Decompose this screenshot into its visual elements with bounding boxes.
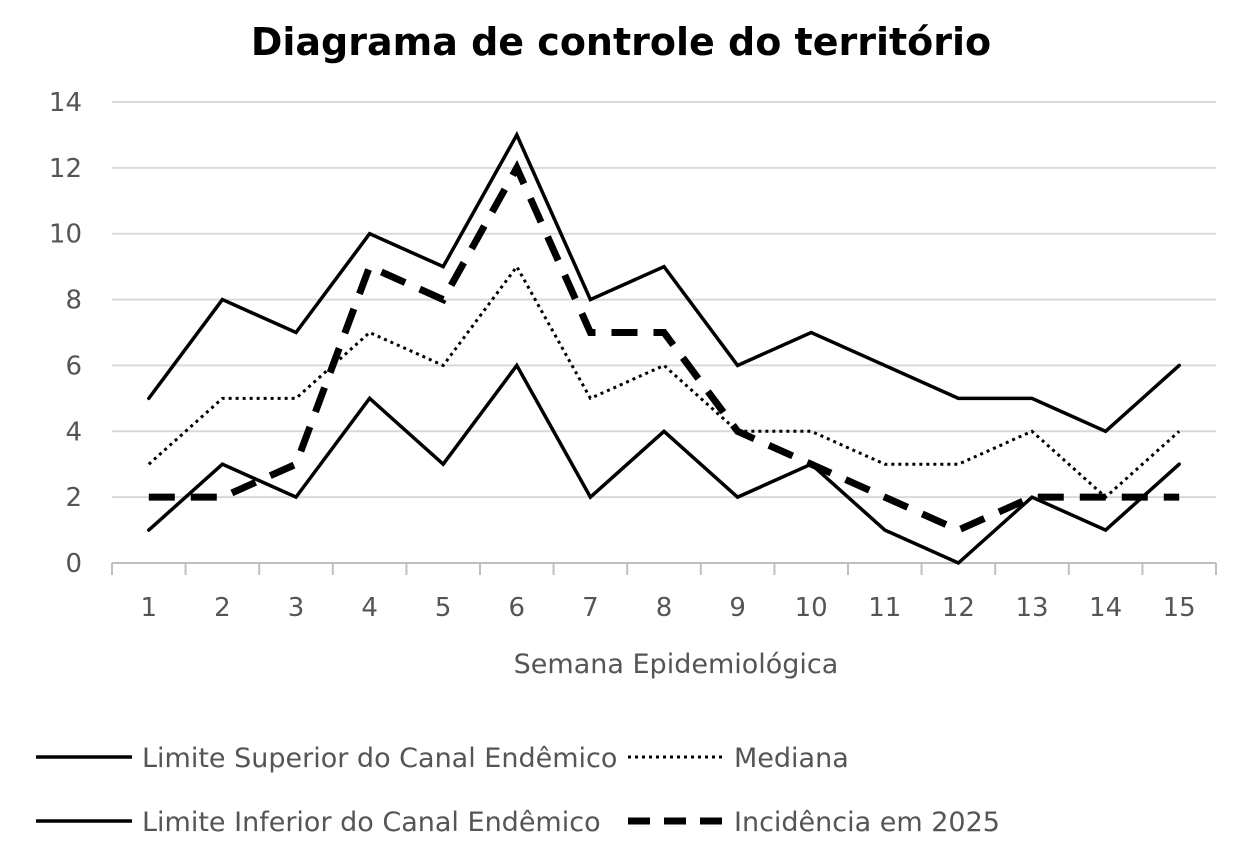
series-line-1 [147,131,1181,434]
y-tick-label: 12 [49,154,82,184]
series-lines [147,131,1181,566]
x-tick-label: 6 [509,593,526,623]
y-tick-label: 10 [49,220,82,250]
x-tick-label: 1 [141,593,158,623]
x-tick-label: 4 [361,593,378,623]
y-tick-label: 8 [65,286,82,316]
chart-title: Diagrama de controle do território [251,20,991,64]
gridlines [112,101,1216,499]
y-tick-label: 6 [65,351,82,381]
y-tick-label: 14 [49,88,82,118]
x-tick-label: 8 [656,593,673,623]
series-line-2 [147,263,1181,500]
legend: Limite Superior do Canal Endêmico Mediana… [36,743,1000,838]
legend-label: Incidência em 2025 [734,807,1000,838]
x-tick-label: 7 [582,593,599,623]
y-tick-label: 2 [65,483,82,513]
x-tick-label: 9 [729,593,746,623]
x-tick-label: 3 [288,593,305,623]
x-tick-label: 15 [1163,593,1196,623]
series-line-3 [147,362,1181,566]
legend-label: Mediana [734,743,849,774]
x-tick-label: 2 [214,593,231,623]
x-axis-title: Semana Epidemiológica [514,649,839,680]
x-tick-label: 11 [868,593,901,623]
x-tick-label: 5 [435,593,452,623]
x-tick-label: 10 [795,593,828,623]
series-line-4 [148,160,1180,534]
legend-label: Limite Inferior do Canal Endêmico [142,807,601,838]
y-tick-label: 4 [65,417,82,447]
legend-label: Limite Superior do Canal Endêmico [142,743,617,774]
x-axis-ticks: 1 2 3 4 5 6 7 8 9 10 11 12 13 14 15 [141,593,1196,623]
y-axis-ticks: 0 2 4 6 8 10 12 14 [49,88,82,579]
x-tick-label: 12 [942,593,975,623]
x-axis [111,562,1217,575]
x-tick-label: 13 [1015,593,1048,623]
x-tick-label: 14 [1089,593,1122,623]
y-tick-label: 0 [65,549,82,579]
